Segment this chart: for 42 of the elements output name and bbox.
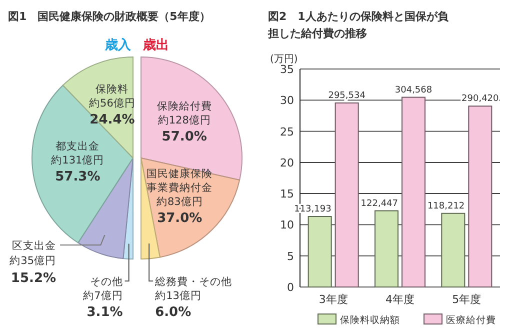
data-label: 約83億円 37.0% (156, 194, 203, 226)
legend-label: 保険料収納額 (340, 314, 400, 326)
annotation: 122,447 (360, 198, 398, 209)
slice-label: 都支出金 (56, 139, 100, 152)
x-tick-label: 4年度 (386, 293, 414, 306)
y-tick-label: 35 (280, 63, 294, 76)
bar (468, 106, 492, 288)
y-axis-title: (万円) (270, 54, 298, 65)
y-tick-label: 0 (287, 281, 294, 294)
chart-title: 図1 国民健康保険の財政概要（5年度） (8, 10, 210, 23)
bar (441, 212, 466, 288)
chart-title: 図2 1人あたりの保険料と国保が負担した給付費の推移 (267, 10, 450, 40)
slice-label: 保険料 (96, 82, 129, 96)
slice-label: 総務費・その他 (154, 275, 232, 288)
y-tick-label: 10 (280, 218, 294, 232)
data-label: 約7億円 3.1% (83, 289, 123, 320)
data-label: 約13億円 6.0% (155, 289, 202, 320)
slice-label: その他 (90, 276, 123, 288)
text: 歳入 (104, 37, 132, 53)
slice-label: 保険給付費 (156, 99, 212, 112)
x-tick-label: 5年度 (452, 293, 482, 306)
slice-label: 国民健康保険事業費納付金 (146, 166, 213, 194)
y-tick-label: 30 (280, 94, 294, 108)
bar (334, 102, 359, 288)
legend-label: 医療給付費 (446, 314, 496, 326)
y-tick-label: 20 (280, 156, 294, 170)
annotation: 295,534 (328, 90, 366, 101)
y-tick-label: 25 (280, 125, 294, 138)
data-label: 約35億円 15.2% (10, 254, 56, 286)
y-tick-label: 15 (280, 188, 294, 201)
bar (402, 96, 426, 288)
annotation: 118,212 (427, 201, 465, 212)
slice-label: 区支出金 (12, 239, 56, 252)
y-tick-label: 5 (287, 250, 294, 263)
text: 歳出 (142, 38, 169, 53)
bar (374, 210, 398, 288)
data-label: 約56億円 24.4% (89, 96, 136, 128)
annotation: 304,568 (394, 85, 432, 96)
data-label: 約131億円 57.3% (51, 153, 104, 184)
x-tick-label: 3年度 (318, 293, 348, 306)
data-label: 約128億円 57.0% (158, 113, 211, 144)
bar (308, 216, 332, 288)
